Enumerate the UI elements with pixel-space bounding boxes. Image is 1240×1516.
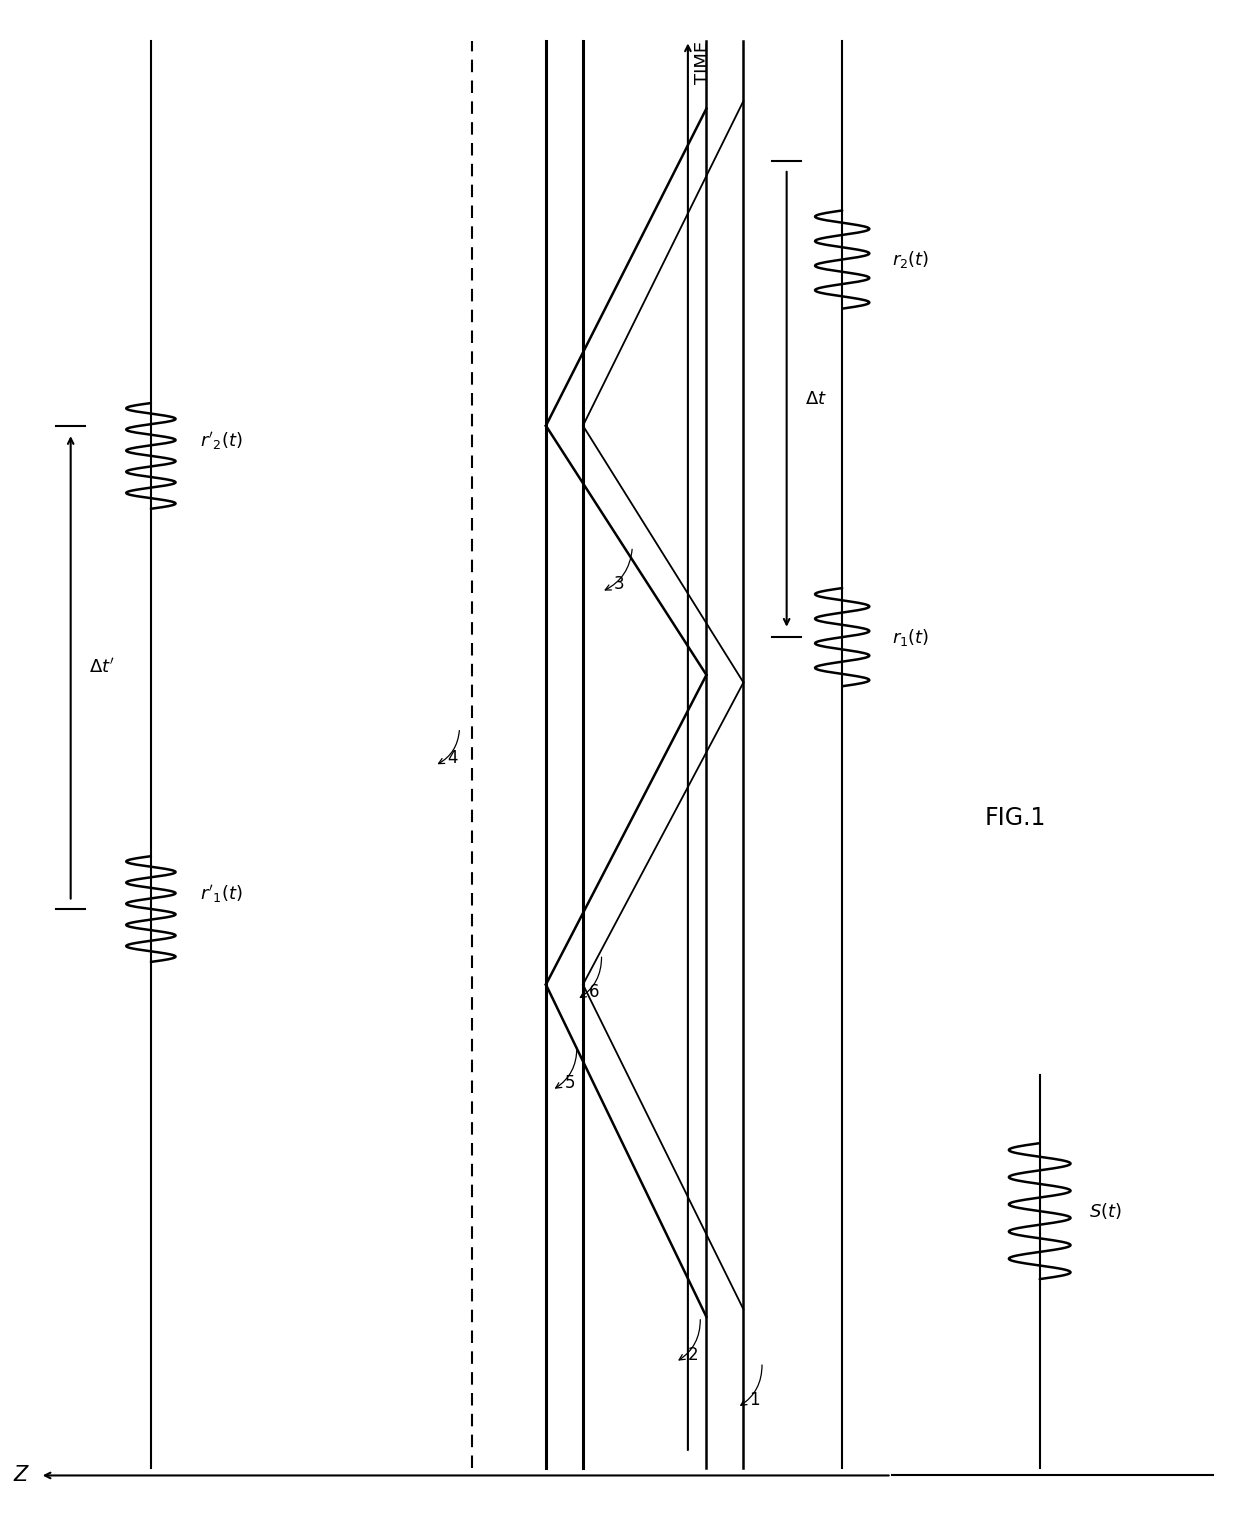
Text: $\Delta t'$: $\Delta t'$ <box>89 658 115 676</box>
Text: 1: 1 <box>750 1392 760 1408</box>
Text: 6: 6 <box>589 982 600 1001</box>
Text: 2: 2 <box>688 1346 698 1363</box>
Text: $r_1(t)$: $r_1(t)$ <box>892 626 929 647</box>
Text: TIME: TIME <box>694 41 712 83</box>
Text: 3: 3 <box>614 575 625 593</box>
Text: $S(t)$: $S(t)$ <box>1089 1201 1122 1220</box>
Text: 5: 5 <box>564 1073 575 1092</box>
Text: $r'_2(t)$: $r'_2(t)$ <box>201 431 243 452</box>
Text: 4: 4 <box>448 749 458 767</box>
Text: FIG.1: FIG.1 <box>985 807 1045 831</box>
Text: Z: Z <box>14 1466 27 1486</box>
Text: $r'_1(t)$: $r'_1(t)$ <box>201 882 243 905</box>
Text: $\Delta t$: $\Delta t$ <box>805 390 827 408</box>
Text: $r_2(t)$: $r_2(t)$ <box>892 249 929 270</box>
